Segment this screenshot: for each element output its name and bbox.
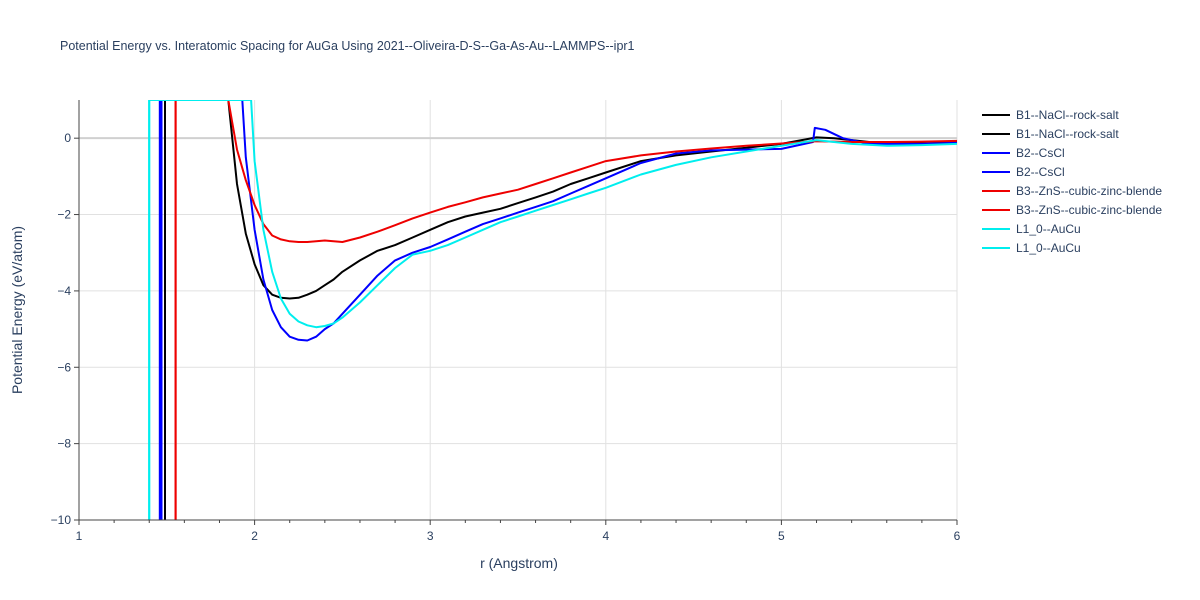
legend-label: B2--CsCl [1016, 146, 1065, 160]
legend: B1--NaCl--rock-salt B1--NaCl--rock-salt B2… [982, 108, 1162, 255]
x-tick-label: 6 [954, 529, 961, 543]
grid-layer [79, 100, 958, 520]
axis-layer: 1 2 3 4 5 6 −10 −8 −6 −4 −2 0 [51, 100, 961, 543]
legend-label: B1--NaCl--rock-salt [1016, 108, 1119, 122]
series-line-0 [160, 100, 957, 520]
y-tick-label: −10 [51, 513, 72, 527]
legend-label: L1_0--AuCu [1016, 222, 1081, 236]
legend-item: B1--NaCl--rock-salt [982, 108, 1119, 122]
legend-item: B2--CsCl [982, 165, 1065, 179]
y-tick-label: −6 [57, 360, 71, 374]
legend-label: B2--CsCl [1016, 165, 1065, 179]
legend-item: B3--ZnS--cubic-zinc-blende [982, 184, 1162, 198]
legend-label: B3--ZnS--cubic-zinc-blende [1016, 203, 1162, 217]
x-tick-label: 1 [76, 529, 83, 543]
x-tick-label: 3 [427, 529, 434, 543]
series-line-2 [158, 100, 957, 520]
legend-item: B1--NaCl--rock-salt [982, 127, 1119, 141]
y-tick-label: −8 [57, 437, 71, 451]
x-tick-label: 2 [251, 529, 258, 543]
y-axis-title: Potential Energy (eV/atom) [9, 226, 25, 394]
legend-item: L1_0--AuCu [982, 222, 1081, 236]
series-line-6 [148, 100, 957, 520]
legend-item: B3--ZnS--cubic-zinc-blende [982, 203, 1162, 217]
x-tick-label: 4 [602, 529, 609, 543]
chart-title: Potential Energy vs. Interatomic Spacing… [60, 39, 635, 53]
series-layer [148, 100, 957, 520]
legend-label: L1_0--AuCu [1016, 241, 1081, 255]
x-axis-title: r (Angstrom) [480, 555, 558, 571]
legend-item: L1_0--AuCu [982, 241, 1081, 255]
y-tick-label: −4 [57, 284, 71, 298]
series-line-4 [174, 100, 957, 520]
legend-label: B3--ZnS--cubic-zinc-blende [1016, 184, 1162, 198]
legend-label: B1--NaCl--rock-salt [1016, 127, 1119, 141]
x-tick-label: 5 [778, 529, 785, 543]
y-tick-label: 0 [64, 131, 71, 145]
legend-item: B2--CsCl [982, 146, 1065, 160]
y-tick-label: −2 [57, 208, 71, 222]
